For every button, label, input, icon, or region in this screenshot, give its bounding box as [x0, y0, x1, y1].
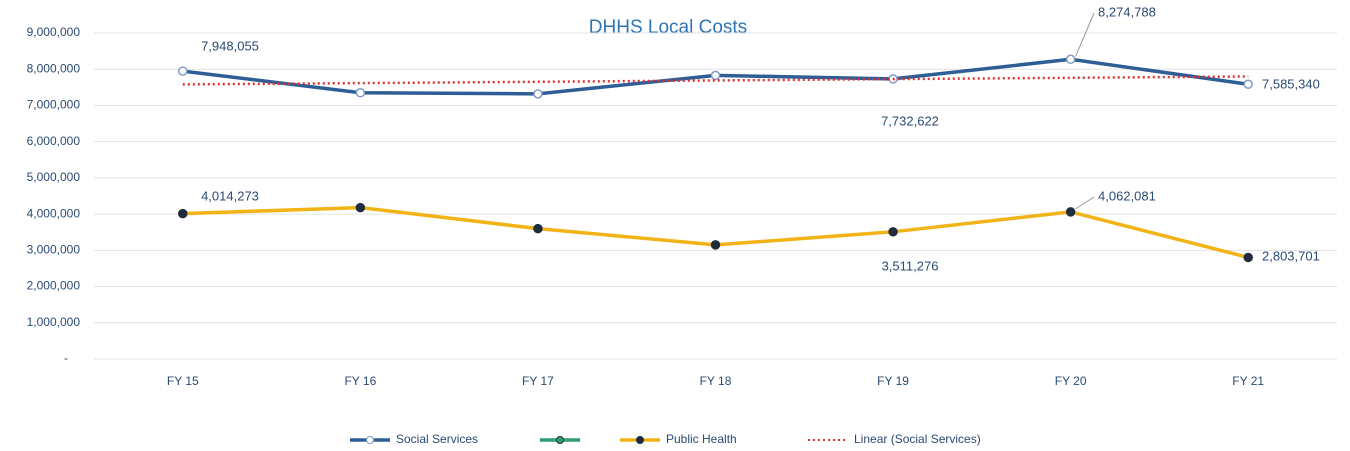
x-tick-label: FY 18: [700, 374, 732, 388]
data-label: 8,274,788: [1098, 4, 1156, 19]
legend-marker: [366, 436, 374, 444]
x-tick-label: FY 17: [522, 374, 554, 388]
y-tick-label: 6,000,000: [27, 134, 81, 148]
data-point: [355, 202, 366, 213]
data-point: [1243, 79, 1253, 89]
y-tick-label: 4,000,000: [27, 206, 81, 220]
data-point: [178, 66, 188, 76]
data-point: [710, 240, 721, 250]
x-tick-label: FY 21: [1232, 374, 1264, 388]
x-tick-label: FY 15: [167, 374, 199, 388]
data-point: [710, 70, 721, 81]
data-label: 7,948,055: [201, 38, 259, 53]
x-tick-label: FY 16: [344, 374, 376, 388]
data-label: 2,803,701: [1262, 248, 1320, 263]
data-point: [888, 227, 898, 237]
data-label: 3,511,276: [882, 258, 939, 273]
data-point: [178, 208, 188, 219]
data-point: [1243, 252, 1253, 263]
data-point: [533, 89, 543, 99]
legend-label: Public Health: [666, 432, 737, 446]
y-tick-label: -: [64, 351, 68, 365]
legend-marker: [556, 436, 564, 444]
y-tick-label: 7,000,000: [27, 98, 81, 112]
legend-label: Linear (Social Services): [854, 432, 981, 446]
y-tick-label: 5,000,000: [27, 170, 81, 184]
y-tick-label: 8,000,000: [27, 61, 81, 75]
leader-line: [1075, 196, 1095, 210]
x-tick-label: FY 20: [1055, 374, 1087, 388]
x-tick-label: FY 19: [877, 374, 909, 388]
legend-label: Social Services: [396, 432, 478, 446]
y-tick-label: 3,000,000: [27, 243, 81, 257]
data-label: 7,585,340: [1262, 76, 1320, 91]
y-tick-label: 1,000,000: [27, 315, 81, 329]
data-label: 4,014,273: [201, 188, 259, 203]
y-tick-label: 9,000,000: [27, 25, 81, 39]
legend-marker: [636, 436, 644, 444]
chart-title: DHHS Local Costs: [589, 17, 747, 38]
data-point: [1065, 207, 1076, 217]
leader-line: [1075, 12, 1095, 57]
data-point: [533, 223, 543, 234]
y-tick-label: 2,000,000: [27, 279, 81, 293]
data-point: [1065, 54, 1076, 65]
data-label: 7,732,622: [881, 113, 939, 128]
data-point: [355, 88, 366, 98]
data-label: 4,062,081: [1098, 188, 1156, 203]
